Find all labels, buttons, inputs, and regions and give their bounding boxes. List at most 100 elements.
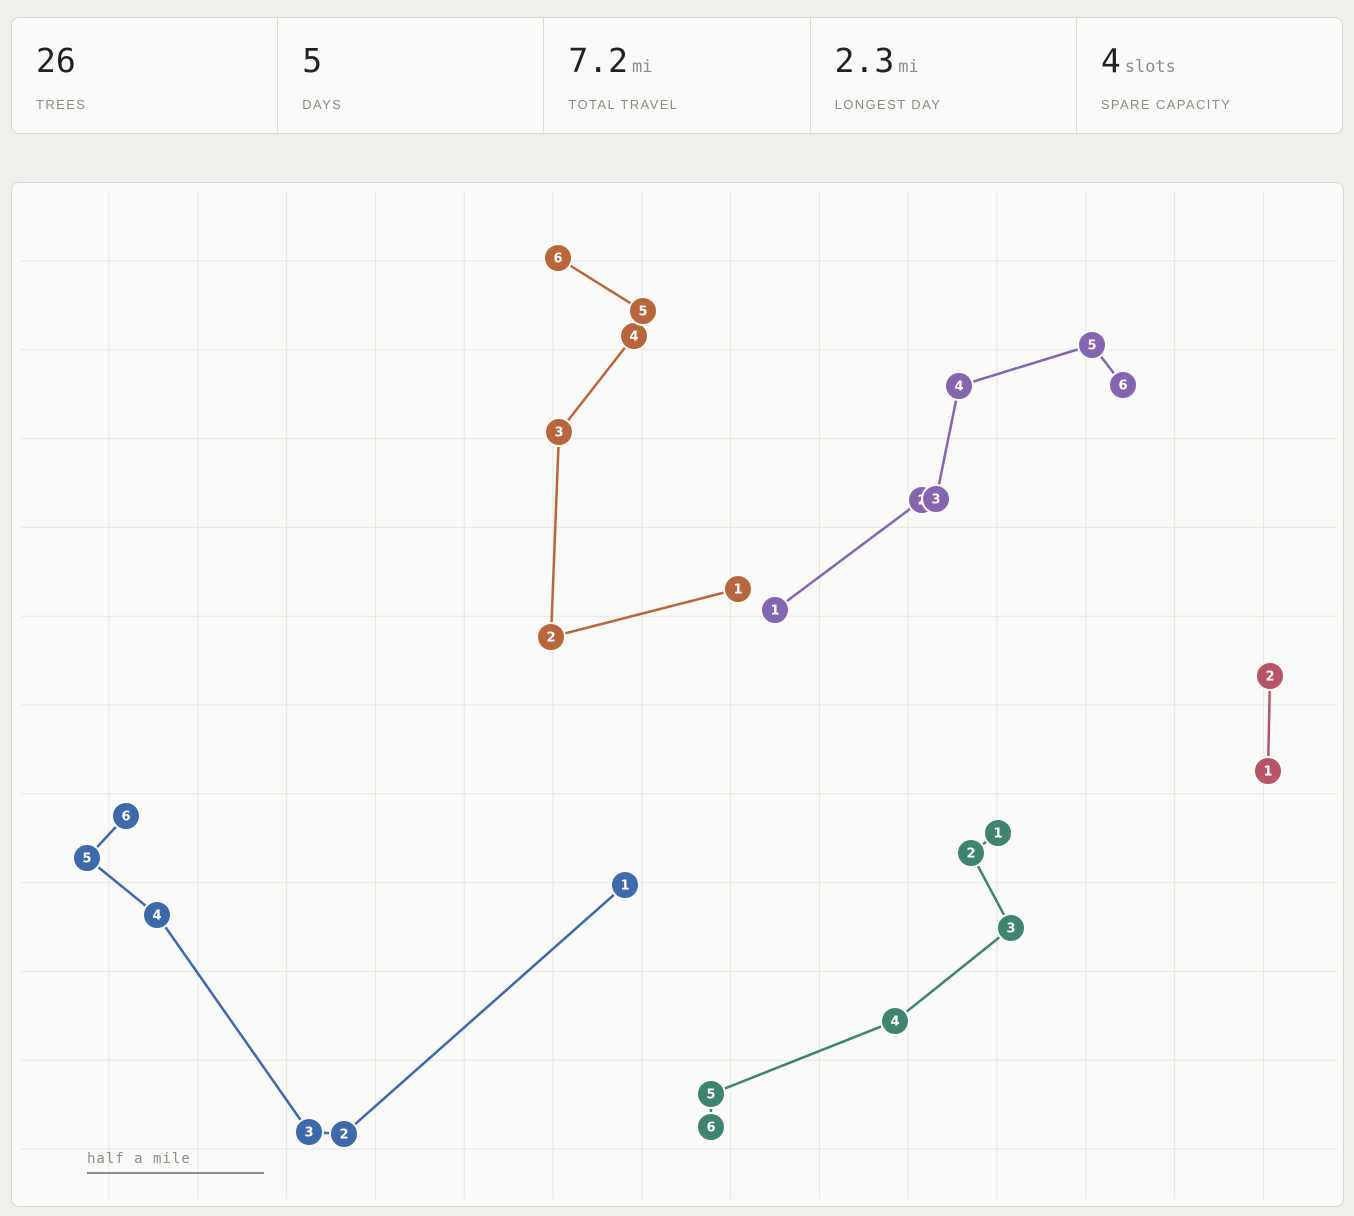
tree-stop-marker[interactable]: 6 xyxy=(696,1112,726,1142)
stop-circle[interactable] xyxy=(880,1006,910,1036)
stop-circle[interactable] xyxy=(956,838,986,868)
stop-circle[interactable] xyxy=(142,900,172,930)
stop-circle[interactable] xyxy=(610,870,640,900)
stop-number: 6 xyxy=(121,810,130,825)
stop-number: 5 xyxy=(706,1088,715,1103)
stop-number: 6 xyxy=(706,1121,715,1136)
tree-stop-marker[interactable]: 1 xyxy=(723,574,753,604)
stop-number: 1 xyxy=(770,604,779,619)
stop-circle[interactable] xyxy=(543,243,573,273)
stop-circle[interactable] xyxy=(1255,661,1285,691)
stop-circle[interactable] xyxy=(111,801,141,831)
route-map-canvas[interactable]: 12345612345612123456123456 half a mile xyxy=(12,183,1344,1207)
route-map[interactable]: 12345612345612123456123456 half a mile xyxy=(11,182,1344,1207)
tree-stop-marker[interactable]: 2 xyxy=(1255,661,1285,691)
tree-stop-marker[interactable]: 5 xyxy=(72,843,102,873)
stat-unit: slots xyxy=(1124,57,1176,77)
stop-number: 4 xyxy=(954,380,963,395)
stop-circle[interactable] xyxy=(696,1112,726,1142)
stop-number: 2 xyxy=(339,1128,348,1143)
stat-value: 7.2 mi xyxy=(568,41,653,80)
stop-circle[interactable] xyxy=(544,417,574,447)
tree-stop-marker[interactable]: 5 xyxy=(696,1079,726,1109)
stop-number: 2 xyxy=(546,631,555,646)
stop-number: 1 xyxy=(1263,765,1272,780)
map-grid xyxy=(21,191,1337,1199)
route-path xyxy=(1266,675,1272,772)
stop-number: 4 xyxy=(890,1015,899,1030)
stat-total-travel: 7.2 mi TOTAL TRAVEL xyxy=(544,18,811,133)
tree-stop-marker[interactable]: 3 xyxy=(996,913,1026,943)
stop-circle[interactable] xyxy=(628,296,658,326)
scale-bar: half a mile xyxy=(87,1151,264,1174)
tree-stop-marker[interactable]: 4 xyxy=(944,371,974,401)
stop-number: 3 xyxy=(554,426,563,441)
route-day-3: 12 xyxy=(1253,661,1285,786)
stat-days: 5 DAYS xyxy=(278,18,545,133)
stop-number: 1 xyxy=(993,827,1002,842)
stop-circle[interactable] xyxy=(996,913,1026,943)
tree-stop-marker[interactable]: 2 xyxy=(536,622,566,652)
stat-longest-day: 2.3 mi LONGEST DAY xyxy=(811,18,1077,133)
tree-stop-marker[interactable]: 2 xyxy=(329,1119,359,1149)
route-path xyxy=(549,256,739,639)
stop-circle[interactable] xyxy=(536,622,566,652)
tree-stop-marker[interactable]: 5 xyxy=(628,296,658,326)
stop-number: 3 xyxy=(1006,922,1015,937)
tree-stop-marker[interactable]: 4 xyxy=(142,900,172,930)
tree-stop-marker[interactable]: 3 xyxy=(544,417,574,447)
stat-value: 26 xyxy=(36,41,76,80)
tree-stop-marker[interactable]: 3 xyxy=(921,484,951,514)
stat-value: 4 slots xyxy=(1100,41,1176,80)
tree-stop-marker[interactable]: 2 xyxy=(956,838,986,868)
stop-circle[interactable] xyxy=(1253,756,1283,786)
stop-circle[interactable] xyxy=(723,574,753,604)
stat-label: SPARE CAPACITY xyxy=(1100,97,1232,112)
stop-circle[interactable] xyxy=(760,595,790,625)
tree-stop-marker[interactable]: 4 xyxy=(880,1006,910,1036)
stop-number: 6 xyxy=(1118,379,1127,394)
stat-unit: mi xyxy=(632,57,653,77)
stat-spare-capacity: 4 slots SPARE CAPACITY xyxy=(1077,18,1342,133)
tree-stop-marker[interactable]: 1 xyxy=(610,870,640,900)
stat-value: 5 xyxy=(302,41,323,80)
stat-value: 2.3 mi xyxy=(834,41,919,80)
stat-label: TOTAL TRAVEL xyxy=(568,97,679,112)
stop-circle[interactable] xyxy=(1108,370,1138,400)
stop-number: 6 xyxy=(553,252,562,267)
stat-label: LONGEST DAY xyxy=(834,97,942,112)
stop-circle[interactable] xyxy=(921,484,951,514)
tree-stop-marker[interactable]: 4 xyxy=(619,321,649,351)
route-day-1: 1 2 3 45 6 xyxy=(536,243,753,652)
stop-circle[interactable] xyxy=(696,1079,726,1109)
stop-circle[interactable] xyxy=(944,371,974,401)
stat-label: DAYS xyxy=(302,97,343,112)
stop-circle[interactable] xyxy=(1077,330,1107,360)
tree-stop-marker[interactable]: 6 xyxy=(543,243,573,273)
stat-trees: 26 TREES xyxy=(12,18,279,133)
stop-number: 1 xyxy=(733,583,742,598)
stop-number: 5 xyxy=(1087,339,1096,354)
tree-stop-marker[interactable]: 6 xyxy=(111,801,141,831)
stop-circle[interactable] xyxy=(329,1119,359,1149)
route-path xyxy=(85,815,626,1136)
route-day-5: 1 2 3 4 5 6 xyxy=(696,818,1026,1142)
stop-circle[interactable] xyxy=(294,1117,324,1147)
summary-stats-bar: 26 TREES 5 DAYS 7.2 mi TOTAL TRAVEL 2.3 mi… xyxy=(11,17,1343,134)
tree-stop-marker[interactable]: 1 xyxy=(760,595,790,625)
stop-number: 4 xyxy=(152,909,161,924)
stop-circle[interactable] xyxy=(983,818,1013,848)
tree-stop-marker[interactable]: 6 xyxy=(1108,370,1138,400)
stop-number: 3 xyxy=(931,493,940,508)
stop-number: 1 xyxy=(620,879,629,894)
stop-number: 2 xyxy=(1265,670,1274,685)
stop-number: 2 xyxy=(966,847,975,862)
stop-number: 5 xyxy=(638,305,647,320)
tree-stop-marker[interactable]: 5 xyxy=(1077,330,1107,360)
tree-stop-marker[interactable]: 3 xyxy=(294,1117,324,1147)
stat-label: TREES xyxy=(36,97,87,112)
tree-stop-marker[interactable]: 1 xyxy=(1253,756,1283,786)
stop-circle[interactable] xyxy=(72,843,102,873)
tree-stop-marker[interactable]: 1 xyxy=(983,818,1013,848)
